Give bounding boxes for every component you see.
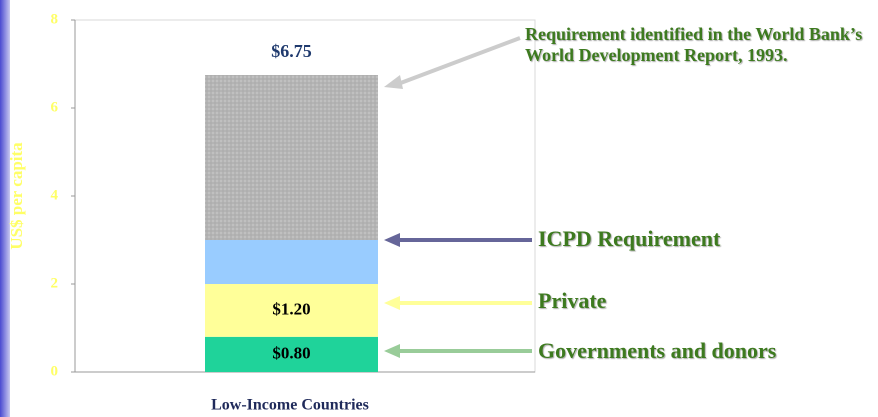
y-tick-label: 6 xyxy=(51,99,59,115)
legend-arrowhead xyxy=(384,344,400,358)
value-label: $1.20 xyxy=(272,299,310,318)
y-tick-label: 2 xyxy=(51,275,59,291)
legend-arrowhead xyxy=(384,233,400,247)
bar-segment xyxy=(205,336,378,372)
total-label: $6.75 xyxy=(271,41,312,61)
bar-segment xyxy=(205,284,378,337)
legend-label: Requirement identified in the World Bank… xyxy=(525,24,863,65)
legend-label: Private xyxy=(538,288,607,313)
x-tick-label: Low-Income Countries xyxy=(211,397,369,414)
bar-segment xyxy=(205,75,378,240)
y-tick-label: 8 xyxy=(51,11,59,27)
y-axis-label: US$ per capita xyxy=(7,142,26,250)
legend-label: ICPD Requirement xyxy=(538,226,721,251)
value-label: $0.80 xyxy=(272,343,310,362)
legend-label: Governments and donors xyxy=(538,338,777,363)
y-tick-label: 0 xyxy=(51,363,59,379)
bar-segment xyxy=(205,240,378,284)
legend-arrowhead xyxy=(384,75,403,89)
side-stripe xyxy=(0,0,10,417)
legend-arrow xyxy=(397,36,521,86)
legend-arrowhead xyxy=(384,296,400,310)
y-tick-label: 4 xyxy=(51,187,59,203)
